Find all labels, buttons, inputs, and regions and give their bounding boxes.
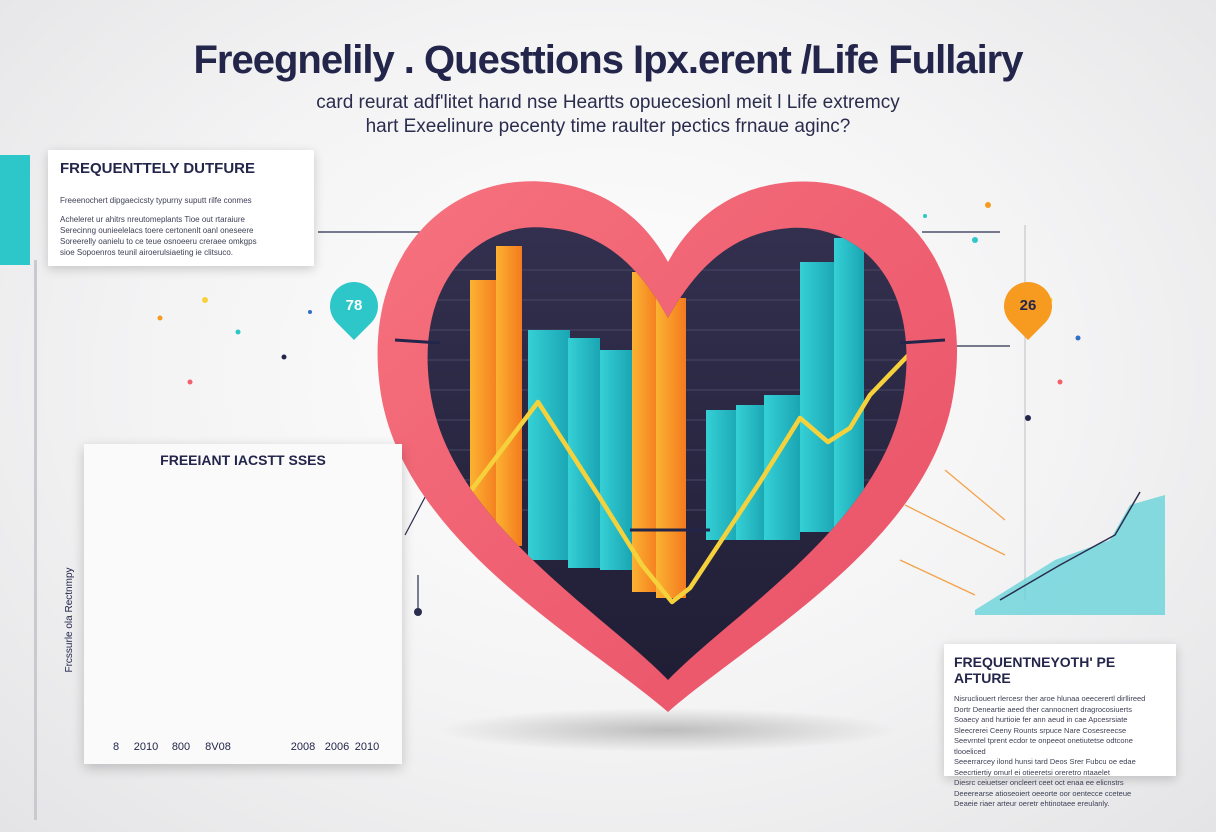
info-panel-line: Seecrtiertiy omurl ei otieeretsi oreretr…	[954, 767, 1110, 777]
right-trend-lines	[899, 469, 1006, 596]
heart-bar-2	[496, 246, 522, 546]
left-chart-side-label: Frcssurle ola Rectnmpy	[64, 567, 75, 672]
info-panel-top-left: FREQUENTTELY DUTFURE Freeenochert dipgae…	[48, 150, 314, 266]
subtitle-line-1: card reurat adf'litet harıd nse Heartts …	[316, 92, 900, 113]
teal-side-tab	[0, 155, 30, 265]
heart-bar-12	[834, 238, 864, 528]
heart-bar-11	[800, 262, 836, 532]
heart-bar-9	[736, 405, 766, 540]
info-panel-title: FREQUENTNEYOTH' PE AFTURE	[954, 654, 1116, 686]
info-panel-line: Acheleret ur ahitrs nreutomeplants Tioe …	[60, 215, 245, 224]
heart-bar-6	[632, 272, 660, 592]
info-panel-line: sioe Sopoenros teunil airoerulsiaeting i…	[60, 248, 233, 257]
info-panel-line: Serecinng ounieelelacs toere certonenlt …	[60, 226, 254, 235]
right-area-chart	[975, 495, 1165, 615]
heart-shadow	[438, 708, 898, 752]
left-bracket	[394, 338, 441, 345]
info-panel-line: Deaeie riaer arteur oeretr ehtinotaee er…	[954, 799, 1110, 808]
tick-label: 2006	[325, 741, 349, 753]
tick-label: 2010	[355, 741, 379, 753]
info-panel-line: Dortr Deneartie aeed ther cannocnert dra…	[954, 704, 1133, 714]
left-card-pointer-dot	[414, 608, 422, 616]
info-panel-line: Sleecrerei Ceeny Rounts srpuce Nare Cose…	[954, 725, 1127, 735]
heart-trend-line	[468, 343, 907, 605]
info-panel-line: Diesrc ceiuetser oncleert ceet oct enaa …	[954, 778, 1124, 787]
heart-chart	[427, 238, 907, 605]
info-panel-line: Soaecy and hurtioie fer ann aeud in cae …	[954, 715, 1128, 724]
heart-bar-7	[656, 298, 686, 598]
heart-bar-5	[600, 350, 632, 570]
info-panel-title: FREQUENTTELY DUTFURE	[60, 160, 256, 177]
tick-label: 8V08	[205, 741, 231, 753]
left-chart-title: FREEIANT IACSTT SSES	[160, 452, 326, 468]
info-panel-line: Soreerelly oanielu to ce teue osnoeeru c…	[60, 237, 257, 246]
info-panel-line: Seevrntel tprent ecdor te onpeeot onetiu…	[954, 736, 1133, 756]
confetti-dots	[157, 202, 1081, 421]
tick-label: 2008	[291, 741, 315, 753]
info-panel-line: Nisrucliouert rlercesr ther aroe hlunaa …	[954, 694, 1146, 703]
info-panel-line: Deeerearse atioseoiert oeeorte oor oente…	[954, 788, 1132, 798]
subtitle-line-2: hart Exeelinure pecenty time raulter pec…	[365, 116, 851, 137]
info-panel-line: Seeerrarcey ilond hunsi tard Deos Srer F…	[954, 757, 1136, 766]
left-chart-ticks: 8 2010 800 8V08 2008 2006 2010	[113, 741, 379, 753]
tick-label: 800	[172, 741, 190, 753]
tick-label: 2010	[134, 741, 158, 753]
left-chart-card: FREEIANT IACSTT SSES	[84, 444, 402, 764]
heart-bar-3	[528, 330, 570, 560]
info-panel-bottom-right: FREQUENTNEYOTH' PE AFTURE Nisrucliouert …	[944, 644, 1176, 808]
right-bracket	[899, 338, 946, 345]
page-title: Freegnelily . Questtions Ipx.erent /Life…	[193, 38, 1024, 82]
vertical-rule	[34, 260, 37, 820]
tick-label: 8	[113, 741, 119, 753]
info-panel-line: Freeenochert dipgaecicsty typurny suputt…	[60, 196, 252, 205]
right-area-line	[999, 491, 1141, 601]
